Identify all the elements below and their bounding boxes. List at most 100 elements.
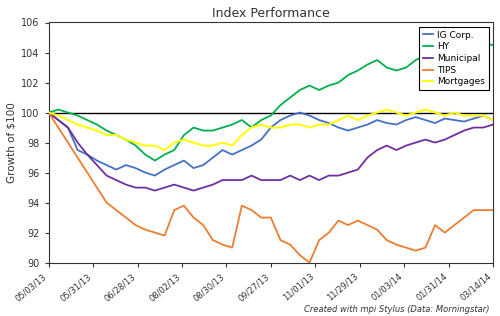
Municipal xyxy=(374,148,380,152)
IG Corp. xyxy=(56,118,62,122)
IG Corp. xyxy=(162,168,168,172)
HY xyxy=(384,66,390,70)
Mortgages xyxy=(268,126,274,130)
HY xyxy=(94,123,100,126)
HY xyxy=(142,153,148,156)
HY xyxy=(239,118,245,122)
Mortgages xyxy=(114,133,119,137)
HY xyxy=(490,43,496,47)
IG Corp. xyxy=(268,126,274,130)
Mortgages xyxy=(364,114,370,118)
HY xyxy=(114,133,119,137)
Mortgages xyxy=(278,126,283,130)
IG Corp. xyxy=(403,118,409,122)
Mortgages xyxy=(422,108,428,112)
HY xyxy=(297,88,303,92)
IG Corp. xyxy=(181,159,187,162)
Mortgages xyxy=(316,123,322,126)
HY xyxy=(258,118,264,122)
Mortgages xyxy=(345,114,351,118)
Municipal xyxy=(258,178,264,182)
HY xyxy=(104,129,110,132)
IG Corp. xyxy=(374,118,380,122)
IG Corp. xyxy=(432,121,438,125)
Municipal xyxy=(239,178,245,182)
Municipal xyxy=(162,186,168,190)
IG Corp. xyxy=(452,118,458,122)
TIPS xyxy=(384,238,390,242)
Mortgages xyxy=(490,118,496,122)
Municipal xyxy=(394,148,400,152)
HY xyxy=(326,84,332,88)
HY xyxy=(432,58,438,62)
Municipal xyxy=(452,133,458,137)
IG Corp. xyxy=(74,148,80,152)
Mortgages xyxy=(132,141,138,144)
Line: Mortgages: Mortgages xyxy=(48,110,493,150)
HY xyxy=(413,58,419,62)
TIPS xyxy=(470,208,476,212)
HY xyxy=(278,103,283,107)
TIPS xyxy=(123,216,129,220)
Municipal xyxy=(190,189,196,192)
Municipal xyxy=(345,171,351,174)
HY xyxy=(200,129,206,132)
Municipal xyxy=(210,183,216,186)
IG Corp. xyxy=(220,148,226,152)
IG Corp. xyxy=(278,118,283,122)
IG Corp. xyxy=(84,153,90,156)
HY xyxy=(210,129,216,132)
HY xyxy=(123,138,129,142)
Municipal xyxy=(336,174,342,178)
HY xyxy=(452,43,458,47)
Mortgages xyxy=(46,111,52,114)
Municipal xyxy=(306,174,312,178)
HY xyxy=(84,118,90,122)
IG Corp. xyxy=(248,144,254,148)
IG Corp. xyxy=(297,111,303,114)
TIPS xyxy=(297,253,303,257)
TIPS xyxy=(442,231,448,234)
TIPS xyxy=(229,246,235,250)
Line: IG Corp.: IG Corp. xyxy=(48,112,493,176)
TIPS xyxy=(287,243,293,246)
HY xyxy=(74,114,80,118)
TIPS xyxy=(316,238,322,242)
IG Corp. xyxy=(190,166,196,170)
HY xyxy=(394,69,400,72)
Text: Created with mpi Stylus (Data: Morningstar): Created with mpi Stylus (Data: Morningst… xyxy=(304,306,490,314)
TIPS xyxy=(355,219,361,222)
Municipal xyxy=(490,123,496,126)
HY xyxy=(220,126,226,130)
IG Corp. xyxy=(65,126,71,130)
TIPS xyxy=(239,204,245,208)
TIPS xyxy=(432,223,438,227)
TIPS xyxy=(162,234,168,238)
Municipal xyxy=(432,141,438,144)
Municipal xyxy=(268,178,274,182)
HY xyxy=(345,73,351,77)
TIPS xyxy=(142,228,148,232)
Mortgages xyxy=(480,114,486,118)
Mortgages xyxy=(248,126,254,130)
IG Corp. xyxy=(210,156,216,160)
IG Corp. xyxy=(316,118,322,122)
TIPS xyxy=(84,171,90,174)
TIPS xyxy=(46,111,52,114)
HY xyxy=(480,42,486,46)
IG Corp. xyxy=(413,115,419,119)
TIPS xyxy=(132,223,138,227)
IG Corp. xyxy=(461,120,467,124)
HY xyxy=(190,126,196,130)
Mortgages xyxy=(384,108,390,112)
TIPS xyxy=(480,208,486,212)
Municipal xyxy=(461,129,467,132)
Municipal xyxy=(364,156,370,160)
Mortgages xyxy=(287,123,293,126)
Municipal xyxy=(220,178,226,182)
IG Corp. xyxy=(336,126,342,130)
Mortgages xyxy=(355,118,361,122)
Municipal xyxy=(74,141,80,144)
HY xyxy=(132,144,138,148)
IG Corp. xyxy=(326,121,332,125)
